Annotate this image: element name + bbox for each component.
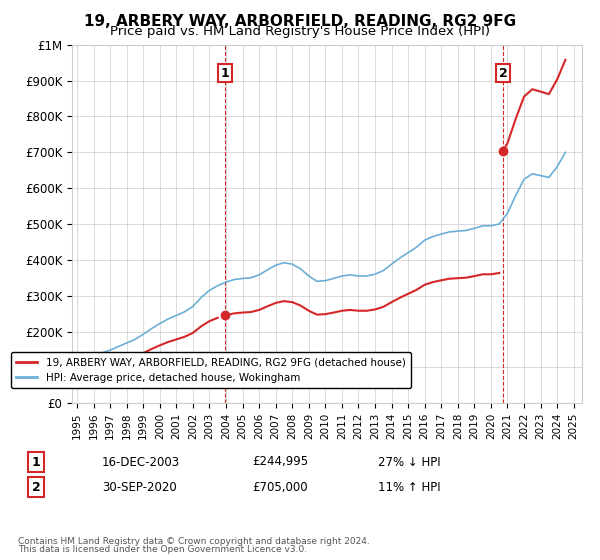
Text: 1: 1 [221,67,230,80]
Text: 27% ↓ HPI: 27% ↓ HPI [378,455,440,469]
Text: 30-SEP-2020: 30-SEP-2020 [102,480,177,494]
Text: 11% ↑ HPI: 11% ↑ HPI [378,480,440,494]
Text: 16-DEC-2003: 16-DEC-2003 [102,455,180,469]
Text: Contains HM Land Registry data © Crown copyright and database right 2024.: Contains HM Land Registry data © Crown c… [18,537,370,546]
Text: 19, ARBERY WAY, ARBORFIELD, READING, RG2 9FG: 19, ARBERY WAY, ARBORFIELD, READING, RG2… [84,14,516,29]
Text: This data is licensed under the Open Government Licence v3.0.: This data is licensed under the Open Gov… [18,545,307,554]
Text: 2: 2 [499,67,508,80]
Text: 2: 2 [32,480,40,494]
Legend: 19, ARBERY WAY, ARBORFIELD, READING, RG2 9FG (detached house), HPI: Average pric: 19, ARBERY WAY, ARBORFIELD, READING, RG2… [11,352,410,388]
Text: £244,995: £244,995 [252,455,308,469]
Text: 1: 1 [32,455,40,469]
Text: £705,000: £705,000 [252,480,308,494]
Text: Price paid vs. HM Land Registry's House Price Index (HPI): Price paid vs. HM Land Registry's House … [110,25,490,38]
